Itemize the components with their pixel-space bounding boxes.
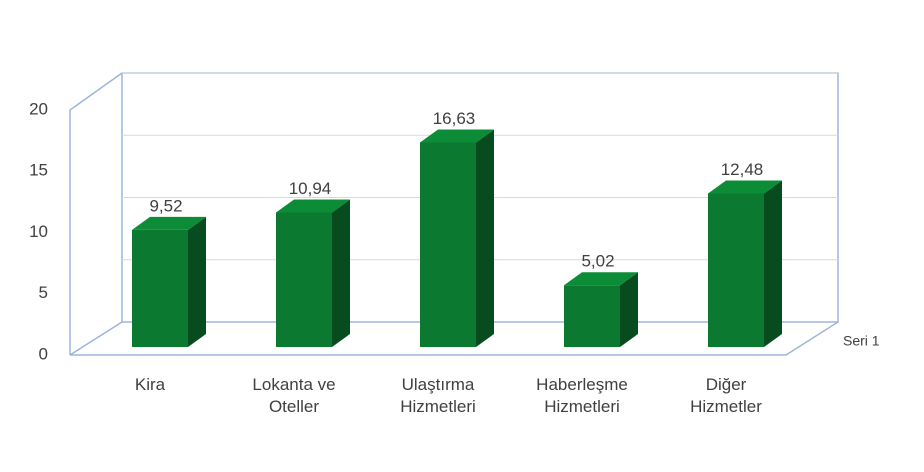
floor-edge	[69, 321, 123, 356]
data-label: 9,52	[149, 196, 182, 215]
bar-top	[276, 199, 350, 213]
bar	[564, 285, 620, 347]
bar	[420, 142, 476, 347]
data-label: 5,02	[581, 252, 614, 271]
x-tick-label: Diğer Hizmetler	[690, 375, 762, 416]
bar-side	[620, 272, 638, 347]
data-label: 16,63	[433, 109, 476, 128]
bar-top	[132, 216, 206, 230]
x-tick-label: Lokanta ve Oteller	[252, 375, 336, 416]
bar-side	[476, 129, 494, 347]
bar	[276, 212, 332, 347]
bar	[132, 229, 188, 347]
x-tick-label: Kira	[134, 375, 166, 394]
series-label: Seri 1	[843, 333, 880, 349]
data-label: 10,94	[289, 179, 332, 198]
y-tick-label: 0	[39, 344, 48, 363]
y-tick-label: 15	[29, 161, 48, 180]
data-label: 12,48	[721, 160, 764, 179]
x-tick-label: Ulaştırma Hizmetleri	[400, 375, 476, 416]
bar-side	[332, 199, 350, 347]
bar-side	[764, 180, 782, 347]
y-tick-label: 20	[29, 99, 48, 118]
y-tick-label: 5	[39, 283, 48, 302]
y-tick-label: 10	[29, 222, 48, 241]
bar-top	[708, 180, 782, 194]
bar-top	[564, 272, 638, 286]
bar-side	[188, 216, 206, 347]
bar	[708, 193, 764, 347]
x-tick-label: Haberleşme Hizmetleri	[536, 375, 628, 416]
bar-top	[420, 129, 494, 143]
